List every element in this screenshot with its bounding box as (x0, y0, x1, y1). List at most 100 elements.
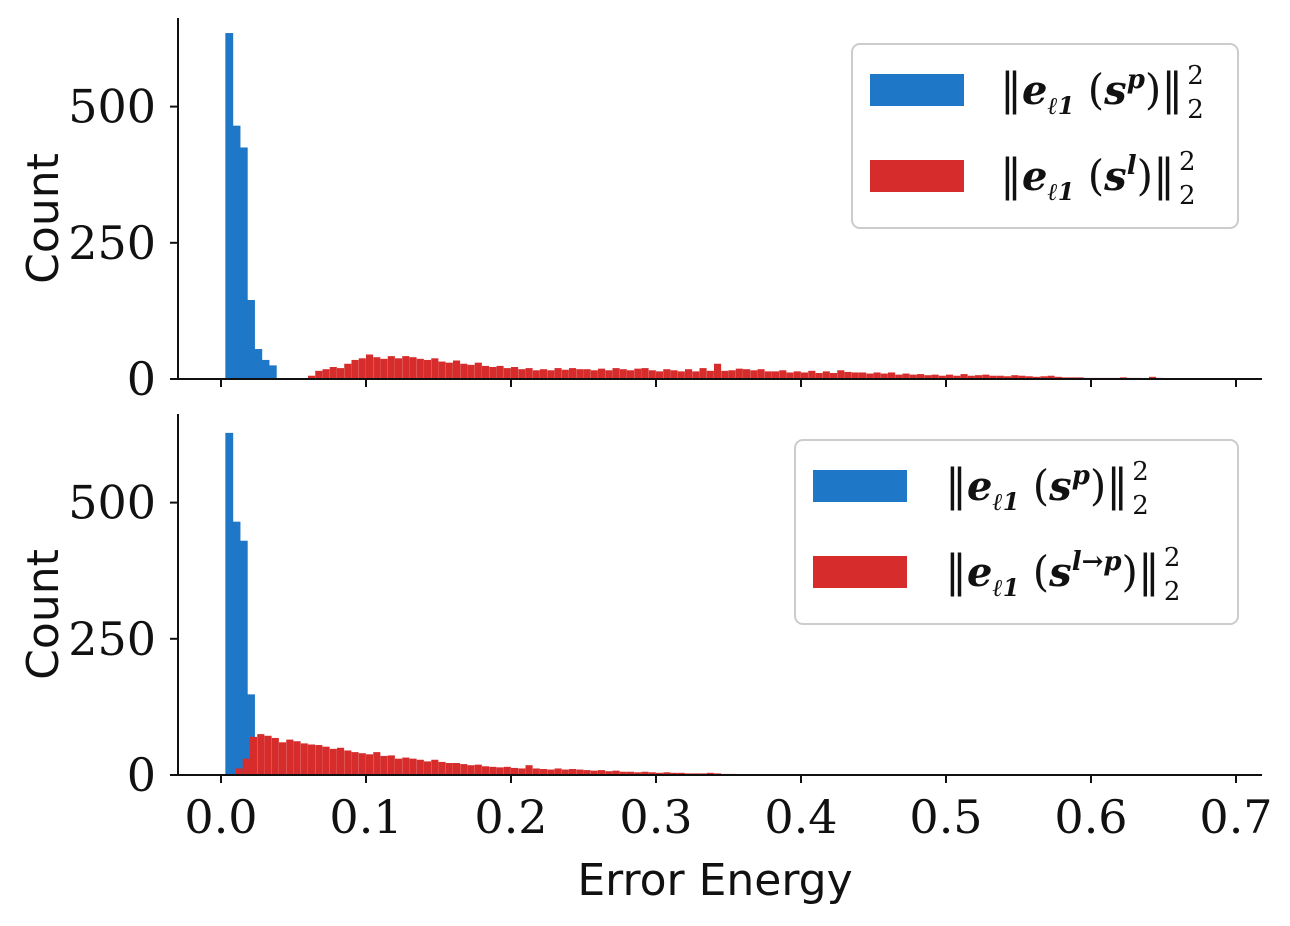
legend: ‖eℓ1 (sp)‖ 22‖eℓ1 (sl→p)‖ 22 (794, 439, 1239, 625)
series-blue (225, 33, 277, 380)
y-tick-label: 0 (127, 748, 156, 802)
histogram-bar (714, 363, 722, 379)
histogram-bar (1054, 376, 1062, 379)
histogram-bar (329, 748, 337, 775)
histogram-bar (554, 768, 562, 775)
histogram-bar (239, 147, 248, 379)
histogram-bar (1047, 375, 1055, 379)
histogram-bar (496, 767, 504, 775)
histogram-bar (641, 368, 649, 379)
bottom-histogram-panel: 0 250 500 0.0 0.1 0.2 0.3 0.4 0.5 0.6 0.7 Count Erro… (18, 414, 1273, 906)
histogram-bar (242, 758, 250, 775)
histogram-bar (453, 360, 461, 379)
histogram-bar (627, 370, 635, 379)
legend-label-subscript: 2 (1187, 95, 1204, 125)
legend-swatch (870, 160, 964, 192)
histogram-bar (467, 765, 475, 775)
legend: ‖eℓ1 (sp)‖ 22‖eℓ1 (sl)‖ 22 (851, 43, 1239, 229)
legend-item: ‖eℓ1 (sp)‖ 2 2 (813, 457, 1149, 521)
histogram-bar (757, 369, 765, 379)
histogram-bar (946, 374, 954, 379)
histogram-bar (873, 372, 881, 379)
histogram-bar (627, 771, 635, 775)
histogram-bar (344, 750, 352, 775)
y-tick-label: 0 (127, 352, 156, 406)
legend-label-exponent: 2 (1132, 457, 1149, 487)
histogram-bar (583, 770, 591, 775)
histogram-bar (268, 365, 277, 379)
series-red (235, 734, 743, 775)
histogram-bar (540, 369, 548, 379)
histogram-bar (605, 771, 613, 775)
histogram-bar (888, 372, 896, 379)
histogram-bar (380, 755, 388, 775)
histogram-bar (837, 370, 845, 379)
histogram-bar (764, 371, 772, 379)
histogram-bar (409, 758, 417, 775)
histogram-bar (547, 769, 555, 775)
histogram-bar (648, 370, 656, 379)
legend-label-subscript: 2 (1132, 491, 1149, 521)
histogram-bar (830, 373, 838, 379)
histogram-bar (366, 354, 374, 379)
histogram-bar (569, 769, 577, 775)
histogram-bar (232, 521, 241, 775)
histogram-bar (322, 746, 330, 775)
legend-swatch (813, 470, 907, 502)
legend-label-exponent: 2 (1179, 147, 1196, 177)
histogram-bar (619, 771, 627, 775)
series-red (308, 354, 1164, 379)
histogram-bar (576, 369, 584, 379)
x-tick-label: 0.2 (474, 790, 547, 844)
histogram-bar (247, 694, 255, 775)
histogram-bar (931, 374, 939, 379)
histogram-bar (337, 368, 345, 379)
legend-item: ‖eℓ1 (sl)‖ 2 2 (870, 147, 1196, 211)
histogram-bar (225, 33, 234, 380)
histogram-bar (366, 754, 374, 775)
legend-label-subscript: 2 (1164, 577, 1181, 607)
histogram-bar (235, 768, 243, 775)
histogram-bar (503, 368, 511, 379)
histogram-bar (300, 743, 308, 775)
histogram-bar (474, 764, 482, 775)
histogram-bar (351, 752, 359, 775)
histogram-bar (547, 370, 555, 379)
y-tick-label: 500 (68, 80, 156, 134)
histogram-bar (232, 125, 241, 379)
legend-label-subscript: 2 (1179, 181, 1196, 211)
histogram-bar (424, 761, 432, 775)
x-tick-label: 0.3 (619, 790, 692, 844)
histogram-bar (503, 766, 511, 775)
legend-label: ‖eℓ1 (sl→p)‖ (945, 546, 1160, 602)
histogram-bar (373, 357, 381, 379)
histogram-bar (656, 371, 664, 379)
histogram-bar (250, 736, 258, 775)
histogram-bar (308, 375, 316, 379)
histogram-bar (561, 369, 569, 379)
histogram-bar (706, 370, 714, 379)
histogram-bar (358, 358, 366, 379)
legend-item: ‖eℓ1 (sl→p)‖ 2 2 (813, 543, 1180, 607)
x-tick-label: 0.6 (1054, 790, 1127, 844)
histogram-bar (721, 370, 729, 379)
histogram-bar (344, 363, 352, 379)
legend-swatch (870, 74, 964, 106)
histogram-bar (416, 358, 424, 379)
histogram-bar (532, 768, 540, 775)
histogram-bar (431, 358, 439, 379)
histogram-bar (329, 367, 337, 379)
x-tick-label: 0.5 (909, 790, 982, 844)
histogram-bar (380, 358, 388, 379)
histogram-bar (619, 369, 627, 379)
histogram-bar (677, 371, 685, 379)
histogram-bar (1011, 375, 1019, 379)
x-tick-label: 0.7 (1199, 790, 1272, 844)
histogram-bar (1149, 376, 1157, 379)
histogram-bar (286, 739, 294, 775)
histogram-bar (583, 369, 591, 379)
histogram-bar (482, 365, 490, 379)
histogram-bar (598, 770, 606, 775)
histogram-bar (315, 370, 323, 379)
histogram-bar (576, 769, 584, 775)
